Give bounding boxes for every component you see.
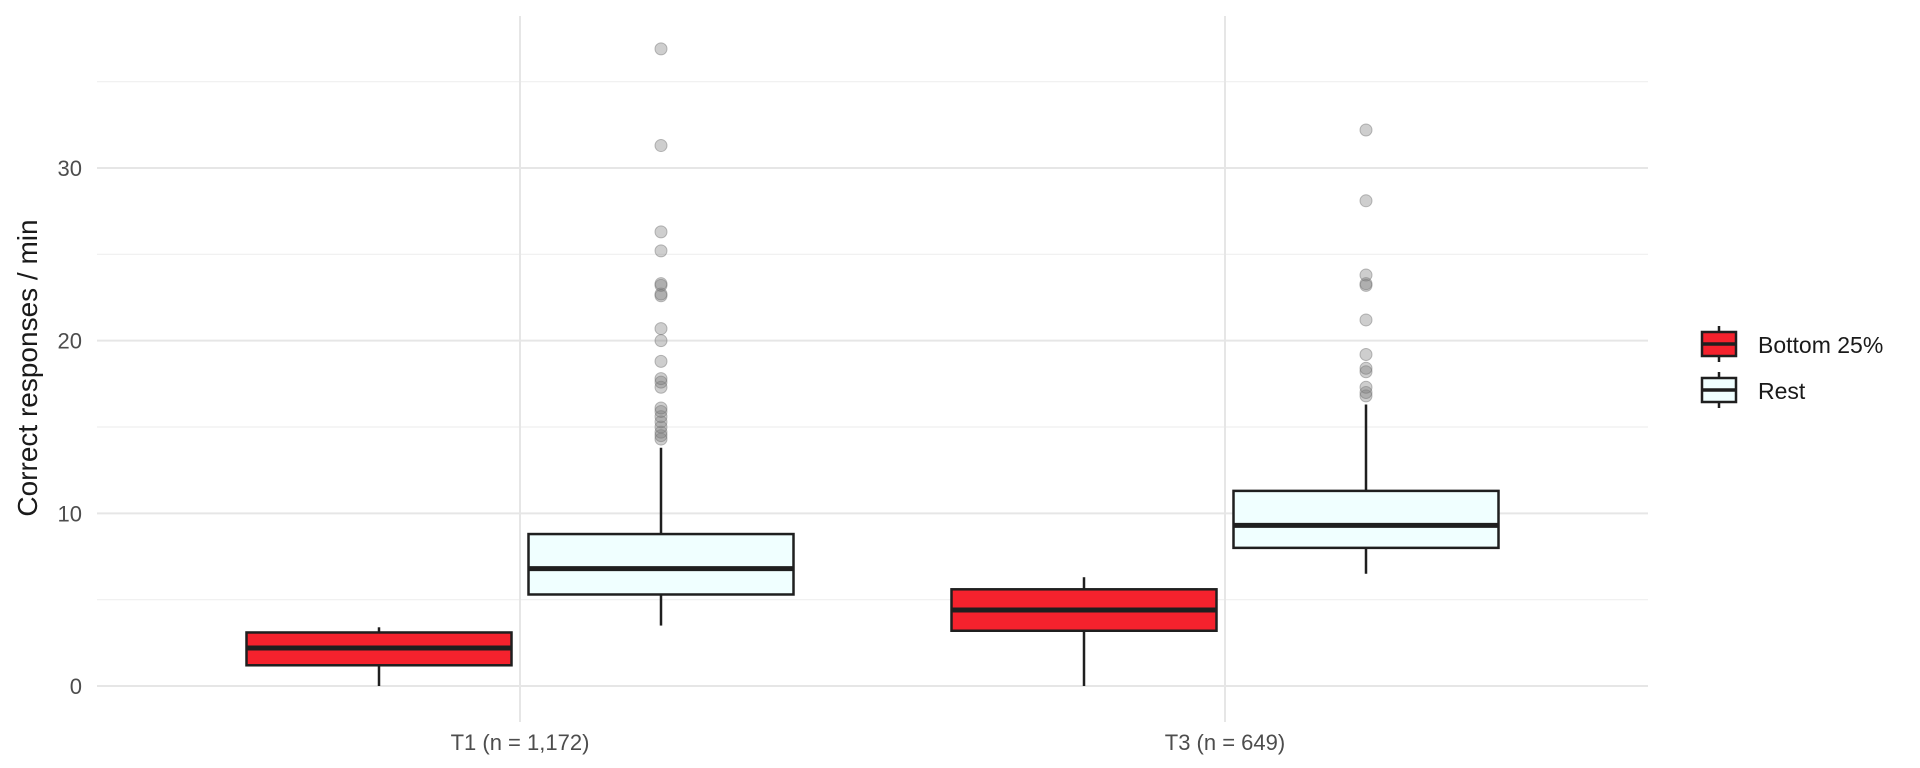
outlier-point <box>1359 365 1373 379</box>
iqr-box <box>527 532 795 596</box>
outlier-point <box>654 410 668 424</box>
outlier-point <box>654 287 668 301</box>
box-plot-marks <box>245 404 1500 686</box>
grid-lines <box>97 16 1648 722</box>
box-bottom-25-t1 <box>245 627 513 686</box>
outlier-point <box>1359 347 1373 361</box>
y-tick-label: 10 <box>58 501 82 526</box>
outlier-point <box>654 42 668 56</box>
legend-key-rest <box>1700 372 1738 408</box>
outlier-point <box>1359 123 1373 137</box>
y-tick-label: 20 <box>58 329 82 354</box>
outlier-point <box>654 289 668 303</box>
outlier-point <box>1359 268 1373 282</box>
outlier-point <box>654 139 668 153</box>
x-tick-label: T1 (n = 1,172) <box>451 730 590 755</box>
y-tick-label: 0 <box>70 674 82 699</box>
y-axis-title: Correct responses / min <box>12 219 43 516</box>
box-bottom-25-t3 <box>950 577 1218 686</box>
legend-label-bottom-25: Bottom 25% <box>1758 332 1883 358</box>
iqr-box <box>1232 489 1500 550</box>
box-rest-t1 <box>527 447 795 626</box>
outlier-points <box>654 42 1373 446</box>
outlier-point <box>654 354 668 368</box>
outlier-point <box>654 322 668 336</box>
outlier-point <box>654 432 668 446</box>
outlier-point <box>654 415 668 429</box>
outlier-point <box>654 375 668 389</box>
outlier-point <box>1359 278 1373 292</box>
outlier-point <box>654 277 668 291</box>
legend: Bottom 25% Rest <box>1700 326 1883 408</box>
outlier-point <box>654 429 668 443</box>
legend-key-bottom-25 <box>1700 326 1738 362</box>
outlier-point <box>1359 277 1373 291</box>
outlier-point <box>654 225 668 239</box>
outlier-point <box>654 401 668 415</box>
outlier-point <box>654 404 668 418</box>
outlier-point <box>654 380 668 394</box>
outlier-point <box>654 278 668 292</box>
outlier-point <box>1359 194 1373 208</box>
axis-tick-labels: 0 10 20 30 T1 (n = 1,172) T3 (n = 649) <box>58 156 1286 755</box>
x-tick-label: T3 (n = 649) <box>1165 730 1285 755</box>
outlier-point <box>654 420 668 434</box>
outlier-point <box>654 425 668 439</box>
outlier-point <box>654 334 668 348</box>
outlier-point <box>1359 380 1373 394</box>
outlier-point <box>654 372 668 386</box>
outlier-point <box>1359 361 1373 375</box>
y-tick-label: 30 <box>58 156 82 181</box>
box-rest-t3 <box>1232 404 1500 574</box>
outlier-point <box>1359 313 1373 327</box>
legend-label-rest: Rest <box>1758 378 1806 404</box>
outlier-point <box>1359 385 1373 399</box>
outlier-point <box>654 244 668 258</box>
outlier-point <box>1359 389 1373 403</box>
